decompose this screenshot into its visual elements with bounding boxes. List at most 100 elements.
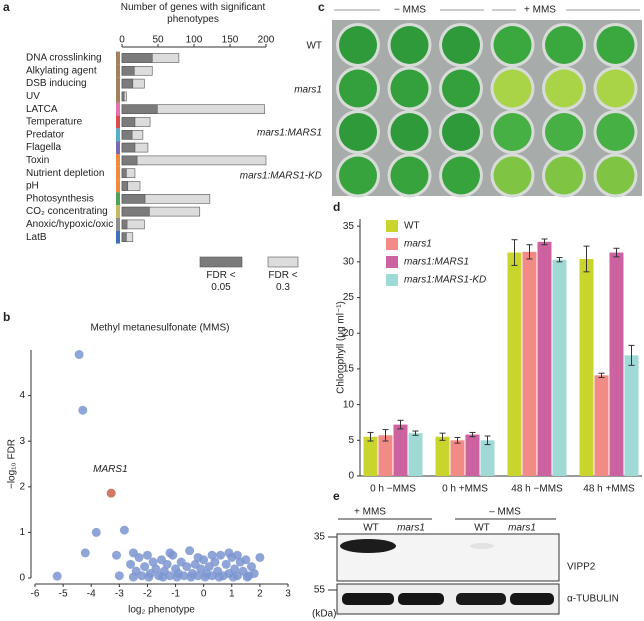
bar (408, 433, 423, 476)
point (230, 564, 240, 574)
x-tick-label: 3 (285, 589, 291, 600)
point (126, 559, 136, 569)
legend-label: mars1:MARS1-KD (404, 275, 486, 286)
point (140, 562, 150, 572)
point (185, 546, 195, 556)
category-label: DNA crosslinking (26, 53, 102, 64)
legend-label: mars1:MARS1 (404, 257, 469, 268)
point (52, 571, 62, 581)
bar (552, 259, 567, 476)
well-culture (442, 26, 480, 64)
marker: 35 (314, 532, 326, 543)
category-strip (116, 77, 120, 90)
marker: 55 (314, 585, 326, 596)
category-strip (116, 64, 120, 78)
column-header: − MMS (394, 5, 426, 16)
category-strip (116, 128, 120, 142)
well-culture (442, 69, 480, 108)
panel-label: e (333, 489, 340, 503)
point (255, 552, 265, 562)
point (172, 572, 182, 582)
x-tick-label: 0 h −MMS (370, 484, 416, 495)
y-tick-label: 2 (19, 481, 25, 492)
category-label: Predator (26, 129, 65, 140)
x-tick-label: 150 (222, 35, 239, 46)
lane-label: WT (363, 523, 379, 534)
x-tick-label: 0 h +MMS (442, 484, 488, 495)
lane-label: WT (474, 523, 490, 534)
x-tick-label: 50 (152, 35, 164, 46)
point (182, 562, 192, 572)
point (74, 350, 84, 360)
well-culture (390, 113, 429, 151)
bar (594, 375, 609, 476)
panel-label: a (3, 0, 10, 14)
treatment: – MMS (489, 507, 521, 518)
bar (537, 241, 552, 476)
band (398, 593, 444, 605)
category-label: Flagella (26, 142, 61, 153)
category-strip (116, 115, 120, 129)
point (214, 572, 224, 582)
point (128, 572, 138, 582)
point (232, 550, 242, 560)
point (246, 562, 256, 572)
point (228, 572, 238, 582)
category-strip (116, 192, 120, 206)
well-culture (596, 113, 635, 151)
point (148, 557, 158, 567)
bar (624, 355, 639, 476)
well-culture (493, 26, 532, 64)
well-culture (339, 26, 377, 64)
point (221, 559, 231, 569)
y-axis-title: −log₁₀ FDR (7, 439, 18, 489)
row-label: mars1:MARS1 (257, 128, 322, 139)
point (165, 548, 175, 558)
y-tick-label: 25 (343, 292, 355, 303)
bar (465, 434, 480, 476)
well-culture (493, 156, 532, 195)
legend-swatch (267, 256, 299, 268)
bar (393, 424, 408, 476)
category-strip (116, 205, 120, 218)
point (112, 550, 122, 560)
point (249, 568, 259, 578)
well-culture (442, 113, 480, 151)
legend-label: FDR < 0.05 (206, 270, 236, 293)
y-tick-label: 20 (343, 328, 355, 339)
category-label: Nutrient depletion (26, 168, 104, 179)
x-tick-label: 48 h +MMS (583, 484, 635, 495)
row-label: mars1:MARS1-KD (240, 171, 322, 182)
category-label: LATCA (26, 104, 58, 115)
x-tick-label: 200 (258, 35, 275, 46)
point (193, 552, 203, 562)
x-tick-label: 0 (201, 589, 207, 600)
x-tick-label: -2 (143, 589, 152, 600)
category-label: Alkylating agent (26, 65, 97, 76)
x-tick-label: -3 (115, 589, 124, 600)
well-culture (596, 26, 635, 64)
legend-label: FDR < 0.3 (268, 270, 298, 293)
point (200, 572, 210, 582)
point (193, 571, 203, 581)
x-tick-label: 1 (229, 589, 235, 600)
y-tick-label: 0 (348, 471, 354, 482)
point (186, 572, 196, 582)
panel-label: c (318, 0, 325, 14)
bar (121, 53, 153, 63)
point (224, 548, 234, 558)
photo (332, 20, 642, 196)
category-label: DSB inducing (26, 78, 87, 89)
y-tick-label: 30 (343, 256, 355, 267)
x-axis-title: log₂ phenotype (128, 605, 195, 616)
panel-label: d (333, 200, 340, 214)
well-culture (339, 113, 377, 151)
y-tick-label: 3 (19, 436, 25, 447)
well-culture (339, 156, 377, 195)
band (510, 593, 554, 605)
point (142, 550, 152, 560)
well-culture (545, 113, 583, 151)
y-tick-label: 4 (19, 390, 25, 401)
x-tick-label: 2 (257, 589, 263, 600)
bar (121, 66, 135, 76)
